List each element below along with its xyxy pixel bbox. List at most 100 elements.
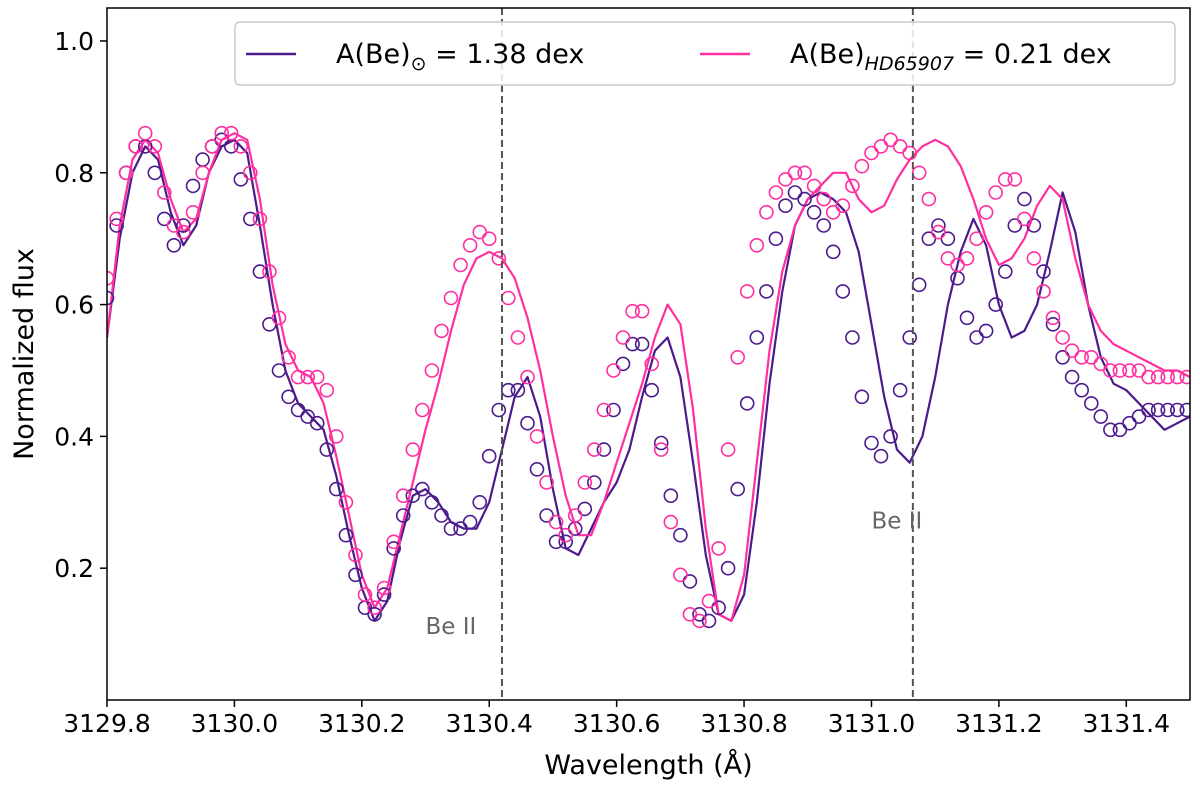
data-point <box>1141 402 1156 418</box>
data-point <box>328 429 344 444</box>
be-ii-annotation-1: Be II <box>871 509 922 535</box>
data-point <box>434 508 449 523</box>
data-point <box>644 356 660 372</box>
data-point <box>653 442 669 457</box>
x-tick-label: 3130.0 <box>191 709 278 738</box>
data-point <box>386 534 402 550</box>
data-point <box>1179 369 1190 385</box>
data-point <box>414 481 430 497</box>
data-point <box>1017 211 1032 227</box>
data-point <box>1036 264 1051 279</box>
data-point <box>864 435 879 451</box>
data-point <box>338 494 354 510</box>
data-point <box>997 264 1013 279</box>
data-point <box>107 270 115 286</box>
data-point <box>749 238 765 253</box>
data-point <box>816 218 832 233</box>
data-point <box>558 527 574 543</box>
data-point <box>644 382 660 398</box>
data-point <box>137 125 153 141</box>
data-point <box>739 396 755 411</box>
data-point <box>615 330 631 345</box>
data-point <box>1103 363 1118 378</box>
data-point <box>883 132 898 148</box>
x-tick-label: 3130.4 <box>445 709 532 738</box>
data-point <box>1074 382 1089 398</box>
data-point <box>931 224 946 240</box>
data-point <box>395 508 411 523</box>
data-point <box>500 290 516 306</box>
data-point <box>615 356 631 372</box>
data-point <box>653 435 669 451</box>
data-point <box>845 178 860 194</box>
data-point <box>730 481 746 497</box>
data-point <box>510 330 526 345</box>
data-point <box>720 442 736 457</box>
y-tick-label: 1.0 <box>54 27 94 56</box>
data-point <box>988 185 1004 200</box>
data-point <box>462 238 478 253</box>
data-point <box>290 402 306 418</box>
data-point <box>1045 316 1061 332</box>
x-tick-label: 3131.0 <box>828 709 915 738</box>
x-tick-label: 3131.4 <box>1083 709 1170 738</box>
data-point <box>911 165 927 181</box>
data-point <box>940 231 956 246</box>
data-point <box>395 488 411 504</box>
data-point <box>510 382 526 398</box>
data-point <box>835 198 851 213</box>
data-point <box>778 198 793 213</box>
data-point <box>701 593 717 609</box>
data-point <box>520 415 535 431</box>
data-point <box>128 139 143 154</box>
data-point <box>309 415 325 431</box>
data-point <box>606 363 621 378</box>
legend: A(Be)⊙ = 1.38 dex A(Be)HD65907 = 0.21 de… <box>234 21 1176 86</box>
data-point <box>338 527 354 543</box>
model-line-1 <box>107 132 1190 623</box>
data-point <box>940 251 956 266</box>
data-point <box>682 574 698 589</box>
data-point <box>806 205 822 220</box>
data-point <box>539 475 554 490</box>
legend-label-solar-main: A(Be) <box>336 39 411 70</box>
data-point <box>978 205 994 220</box>
data-point <box>491 402 507 418</box>
data-point <box>1084 349 1099 365</box>
data-point <box>950 270 965 286</box>
data-point <box>405 442 421 457</box>
data-point <box>673 527 688 543</box>
data-point <box>367 606 382 622</box>
data-point <box>262 316 277 332</box>
data-point <box>959 310 975 326</box>
data-point <box>1017 191 1032 207</box>
y-tick-label: 0.2 <box>54 554 94 583</box>
data-point <box>701 613 717 629</box>
data-point <box>147 165 163 181</box>
data-point <box>376 580 392 596</box>
data-point <box>491 251 507 266</box>
data-point <box>1036 284 1051 299</box>
data-point <box>883 429 898 444</box>
data-point <box>692 613 707 629</box>
data-point <box>673 567 688 583</box>
tick-layer: 3129.8 3130.0 3130.2 3130.4 3130.6 3130.8 3131… <box>54 27 1170 738</box>
data-point <box>558 534 574 550</box>
legend-label-solar-value: = 1.38 dex <box>427 39 585 70</box>
data-point <box>195 152 210 167</box>
data-point <box>854 389 870 405</box>
data-point <box>921 191 937 207</box>
data-point <box>176 224 191 240</box>
data-point <box>214 125 229 141</box>
data-point <box>711 541 726 556</box>
data-point <box>825 244 841 260</box>
data-point <box>243 211 258 227</box>
data-layer <box>107 125 1190 629</box>
data-point <box>166 238 182 253</box>
data-point <box>424 494 440 510</box>
be-ii-annotation-0: Be II <box>426 614 477 640</box>
data-point <box>309 369 325 385</box>
data-point <box>147 139 163 154</box>
data-point <box>797 165 812 181</box>
data-point <box>596 442 612 457</box>
